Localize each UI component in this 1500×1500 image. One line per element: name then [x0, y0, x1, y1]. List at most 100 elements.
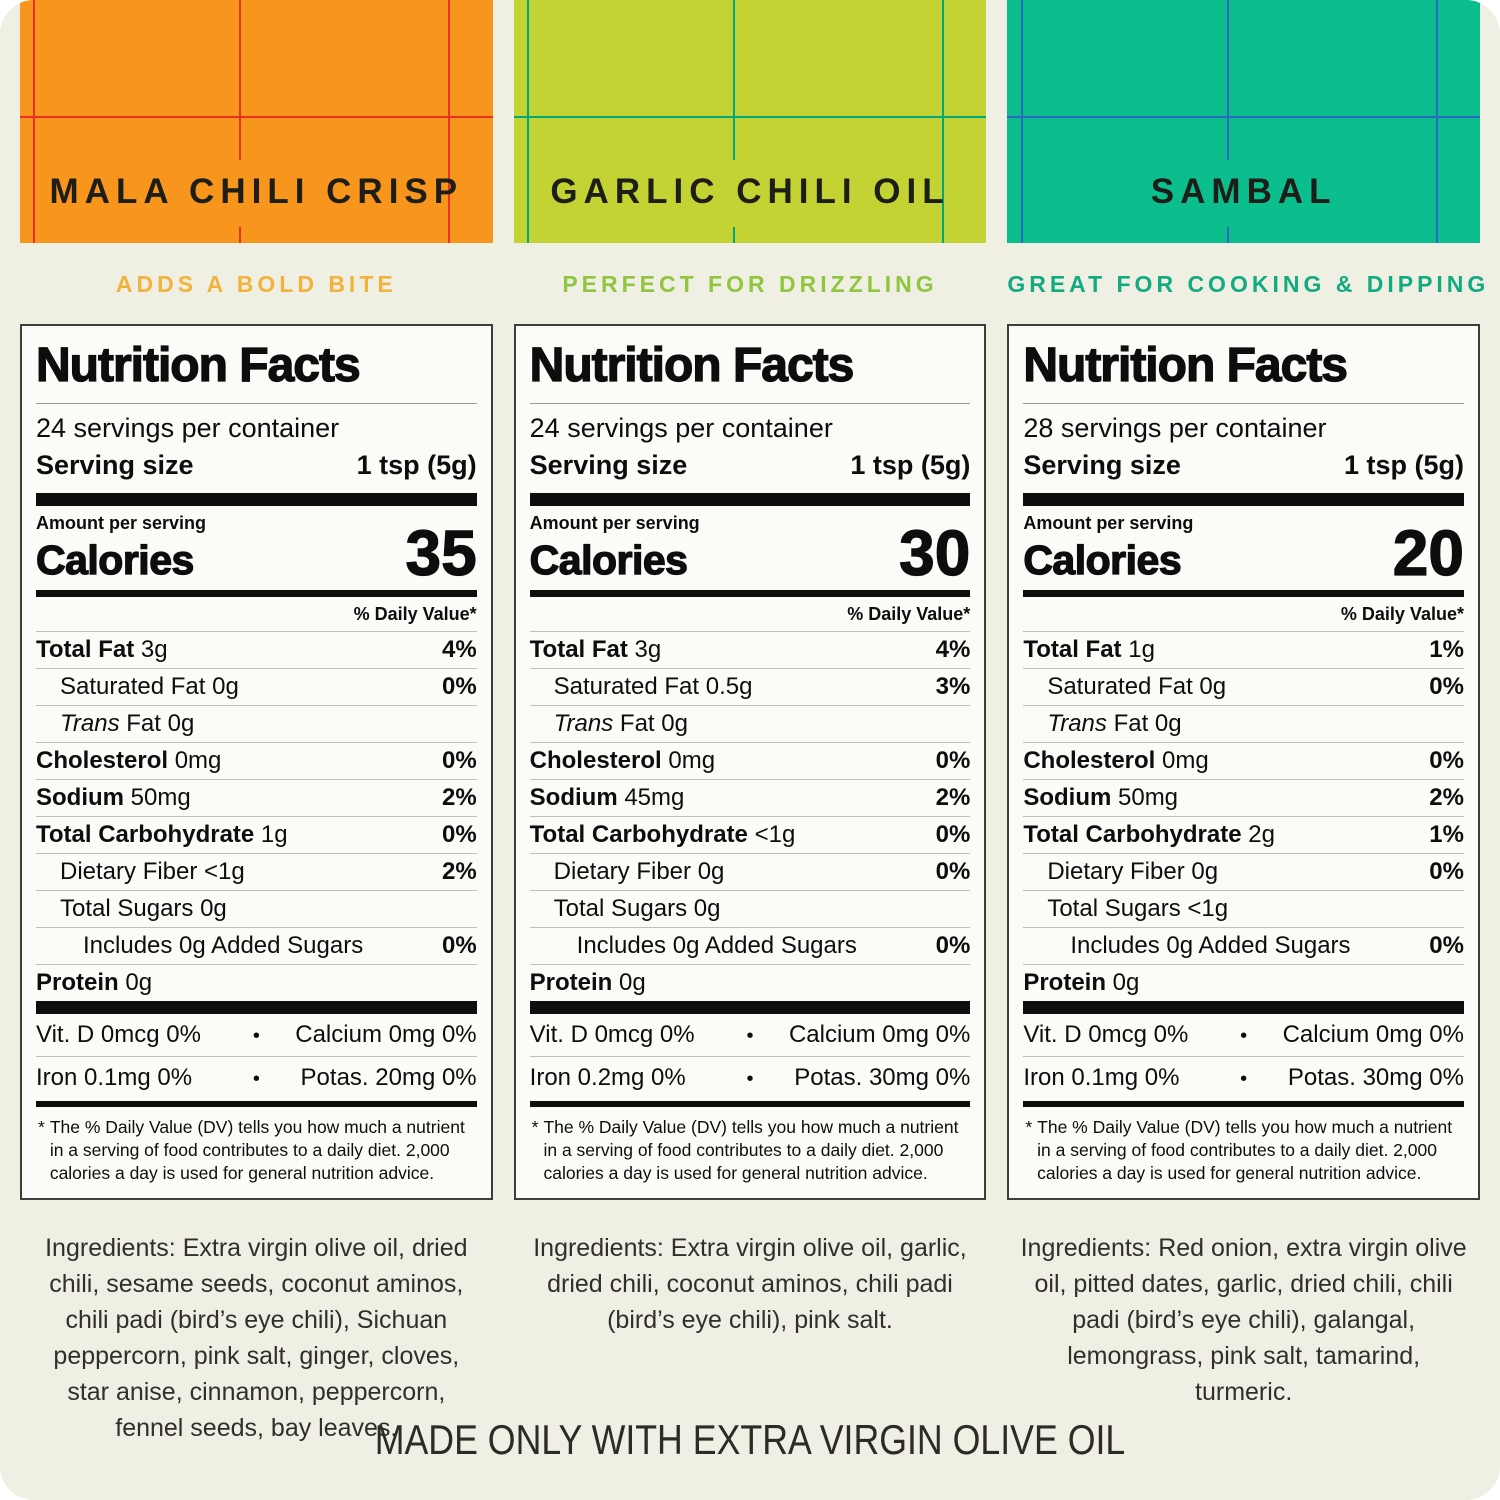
nutrient-label: Sodium 45mg	[529, 784, 685, 811]
product-column: SAMBAL GREAT FOR COOKING & DIPPING Nutri…	[1007, 0, 1485, 1446]
nutrient-label: Protein 0g	[36, 969, 153, 996]
nutrient-label: Total Carbohydrate 1g	[36, 821, 288, 848]
bullet-separator: •	[252, 1025, 260, 1047]
daily-value-footnote: * The % Daily Value (DV) tells you how m…	[1023, 1107, 1464, 1186]
calories-left: Amount per serving Calories	[35, 513, 206, 584]
nutrient-daily-value: 0%	[935, 932, 971, 959]
servings-per-container: 24 servings per container	[529, 413, 833, 443]
nutrient-row: Includes 0g Added Sugars 0%	[1023, 927, 1464, 964]
amount-per-serving-label: Amount per serving	[1023, 513, 1194, 533]
nutrient-row: Saturated Fat 0g 0%	[36, 668, 477, 705]
calories-row: Amount per serving Calories 35	[35, 506, 477, 590]
bullet-separator: •	[252, 1068, 260, 1090]
nutrient-label: Cholesterol 0mg	[1023, 747, 1209, 774]
nutrient-label: Includes 0g Added Sugars	[83, 932, 364, 959]
micronutrient-row: Iron 0.1mg 0% • Potas. 20mg 0%	[36, 1056, 477, 1099]
serving-size-label: Serving size	[529, 450, 688, 480]
nutrient-daily-value: 0%	[935, 747, 971, 774]
divider-bar-medium	[1023, 1101, 1464, 1107]
nutrient-daily-value: 0%	[441, 747, 477, 774]
divider-bar-medium	[1023, 590, 1464, 597]
divider-bar-medium	[36, 1101, 477, 1107]
nutrient-row: Sodium 45mg 2%	[529, 779, 971, 816]
micronutrient-left: Vit. D 0mcg 0%	[529, 1021, 695, 1048]
nutrient-label: Dietary Fiber <1g	[60, 858, 245, 885]
nutrient-daily-value: 4%	[935, 636, 971, 663]
nutrient-row: Protein 0g	[1023, 964, 1464, 1001]
grid-line-vertical-right	[1435, 0, 1438, 243]
nutrient-row: Protein 0g	[36, 964, 477, 1001]
nutrient-daily-value: 0%	[1429, 673, 1464, 700]
serving-size-label: Serving size	[1023, 450, 1181, 480]
footnote-asterisk: *	[1025, 1117, 1033, 1137]
micronutrient-rows: Vit. D 0mcg 0% • Calcium 0mg 0% Iron 0.1…	[36, 1014, 477, 1099]
nutrient-label: Includes 0g Added Sugars	[576, 932, 857, 959]
nutrient-label: Dietary Fiber 0g	[553, 858, 725, 885]
nutrient-label: Total Fat 3g	[36, 636, 168, 663]
nutrient-label: Trans Fat 0g	[60, 710, 195, 737]
nutrient-label: Total Carbohydrate 2g	[1023, 821, 1275, 848]
calories-value: 35	[405, 517, 477, 590]
nutrient-label: Cholesterol 0mg	[529, 747, 716, 774]
footnote-text: The % Daily Value (DV) tells you how muc…	[49, 1117, 465, 1183]
nutrient-label: Trans Fat 0g	[1047, 710, 1182, 737]
product-name: GARLIC CHILI OIL	[550, 172, 950, 211]
grid-line-vertical-center-tick	[732, 227, 735, 243]
product-color-block: MALA CHILI CRISP	[20, 0, 493, 243]
servings-per-container: 24 servings per container	[36, 413, 340, 443]
nutrient-row: Sodium 50mg 2%	[1023, 779, 1464, 816]
nutrient-daily-value: 4%	[441, 636, 477, 663]
serving-size-row: Serving size 1 tsp (5g)	[530, 444, 971, 493]
nutrition-facts-panel: Nutrition Facts 24 servings per containe…	[20, 324, 493, 1201]
nutrient-label: Sodium 50mg	[1023, 784, 1179, 811]
product-name: MALA CHILI CRISP	[49, 172, 464, 211]
footnote-asterisk: *	[38, 1117, 45, 1137]
calories-row: Amount per serving Calories 30	[529, 506, 971, 590]
daily-value-header: % Daily Value*	[353, 604, 477, 624]
bullet-separator: •	[746, 1068, 754, 1090]
daily-value-footnote: * The % Daily Value (DV) tells you how m…	[530, 1107, 971, 1186]
grid-line-vertical-center	[1226, 0, 1229, 160]
footnote-text: The % Daily Value (DV) tells you how muc…	[543, 1117, 959, 1183]
nutrient-rows: Total Fat 3g 4% Saturated Fat 0g 0% Tran…	[36, 631, 477, 1001]
nutrient-daily-value: 2%	[1429, 784, 1464, 811]
micronutrient-left: Iron 0.1mg 0%	[36, 1064, 193, 1091]
nutrient-row: Includes 0g Added Sugars 0%	[36, 927, 477, 964]
nutrient-label: Includes 0g Added Sugars	[1070, 932, 1351, 959]
micronutrient-row: Iron 0.1mg 0% • Potas. 30mg 0%	[1023, 1056, 1464, 1099]
calories-label: Calories	[1023, 536, 1183, 583]
nutrient-daily-value: 3%	[935, 673, 971, 700]
divider-bar-thick	[529, 493, 971, 506]
nutrient-label: Saturated Fat 0.5g	[553, 673, 753, 700]
nutrient-row: Cholesterol 0mg 0%	[529, 742, 971, 779]
micronutrient-left: Iron 0.2mg 0%	[529, 1064, 686, 1091]
calories-row: Amount per serving Calories 20	[1023, 506, 1465, 590]
nutrient-row: Saturated Fat 0g 0%	[1023, 668, 1464, 705]
nutrient-label: Dietary Fiber 0g	[1047, 858, 1219, 885]
product-color-block: SAMBAL	[1007, 0, 1480, 243]
nutrient-row: Sodium 50mg 2%	[36, 779, 477, 816]
nutrient-daily-value: 0%	[935, 858, 971, 885]
divider-bar-thick	[36, 1001, 477, 1014]
product-column: GARLIC CHILI OIL PERFECT FOR DRIZZLING N…	[513, 0, 987, 1446]
daily-value-footnote: * The % Daily Value (DV) tells you how m…	[36, 1107, 477, 1186]
nutrient-row: Total Fat 3g 4%	[529, 631, 971, 668]
micronutrient-rows: Vit. D 0mcg 0% • Calcium 0mg 0% Iron 0.1…	[1023, 1014, 1464, 1099]
nutrient-daily-value: 0%	[935, 821, 971, 848]
calories-label: Calories	[35, 536, 195, 583]
grid-line-horizontal	[513, 116, 987, 118]
daily-value-header: % Daily Value*	[847, 604, 971, 624]
serving-size-row: Serving size 1 tsp (5g)	[36, 444, 477, 493]
grid-line-vertical-center	[732, 0, 735, 160]
grid-line-vertical-left	[1020, 0, 1023, 243]
ingredients-text: Ingredients: Red onion, extra virgin oli…	[1020, 1234, 1467, 1407]
nutrient-daily-value: 2%	[935, 784, 971, 811]
grid-line-vertical-right	[448, 0, 451, 243]
nutrient-daily-value: 0%	[1429, 932, 1464, 959]
serving-size-value: 1 tsp (5g)	[850, 450, 971, 480]
micronutrient-right: Calcium 0mg 0%	[295, 1021, 477, 1048]
product-color-block: GARLIC CHILI OIL	[513, 0, 987, 243]
divider-bar-medium	[529, 590, 971, 597]
serving-size-row: Serving size 1 tsp (5g)	[1023, 444, 1464, 493]
nutrient-label: Total Sugars 0g	[553, 895, 721, 922]
